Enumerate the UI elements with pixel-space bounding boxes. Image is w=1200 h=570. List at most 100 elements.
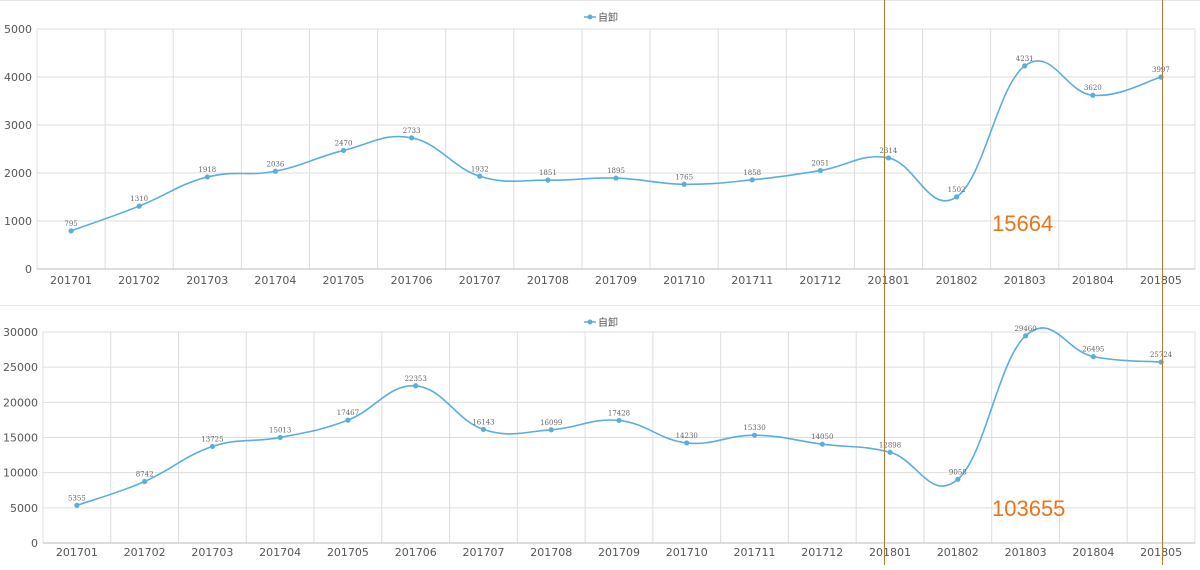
- y-tick-label: 5000: [4, 23, 32, 36]
- data-point: [749, 177, 755, 183]
- data-point: [272, 168, 279, 174]
- data-label: 16099: [540, 419, 562, 427]
- x-tick-label: 201708: [530, 546, 572, 559]
- data-point: [204, 174, 210, 180]
- data-point: [409, 135, 415, 141]
- data-point: [413, 383, 419, 389]
- data-point: [613, 175, 619, 181]
- data-point: [819, 441, 825, 447]
- data-label: 22353: [405, 375, 427, 383]
- y-tick-label: 2000: [4, 167, 32, 180]
- data-point: [545, 177, 551, 183]
- chart-top: 0 1000 2000 3000 4000 5000 201701 201702 201703 2…: [0, 0, 1200, 287]
- data-label: 29460: [1014, 325, 1036, 333]
- data-point: [477, 173, 483, 179]
- y-tick-label: 3000: [4, 119, 32, 132]
- x-tick-label: 201802: [937, 546, 979, 559]
- x-tick-label: 201701: [50, 274, 92, 287]
- data-label: 1502: [948, 186, 966, 194]
- data-point: [616, 417, 622, 424]
- data-label: 15013: [269, 426, 291, 434]
- x-tick-label: 201703: [191, 546, 233, 559]
- data-point: [345, 417, 351, 423]
- x-tick-label: 201702: [124, 546, 166, 559]
- data-label: 2733: [403, 127, 421, 135]
- data-label: 16143: [472, 418, 494, 426]
- x-tick-label: 201706: [391, 274, 433, 287]
- x-tick-label: 201712: [801, 546, 843, 559]
- x-tick-label: 201803: [1004, 274, 1046, 287]
- data-label: 5355: [68, 494, 86, 502]
- data-label: 1918: [198, 166, 216, 174]
- x-tick-label: 201712: [799, 274, 841, 287]
- data-label: 8742: [136, 471, 154, 479]
- chart-top-svg: 0 1000 2000 3000 4000 5000 201701 201702 201703 2…: [4, 11, 1196, 287]
- data-label: 4231: [1016, 55, 1034, 63]
- data-label: 3997: [1152, 66, 1170, 74]
- data-point: [1022, 63, 1028, 69]
- x-tick-label: 201803: [1005, 546, 1047, 559]
- x-tick-label: 201801: [867, 274, 909, 287]
- data-point: [681, 181, 687, 187]
- data-point: [548, 427, 554, 433]
- x-tick-label: 201706: [395, 546, 437, 559]
- data-label: 2470: [335, 139, 353, 147]
- y-tick-label: 25000: [3, 361, 38, 374]
- data-point: [277, 434, 283, 441]
- y-tick-label: 5000: [10, 502, 38, 515]
- x-tick-label: 201702: [118, 274, 160, 287]
- x-tick-label: 201704: [254, 274, 296, 287]
- x-tick-label: 201804: [1072, 274, 1114, 287]
- marker-line-201805: [1162, 0, 1163, 565]
- x-tick-label: 201801: [869, 546, 911, 559]
- y-tick-label: 4000: [4, 71, 32, 84]
- series-line: [76, 327, 1162, 507]
- data-point: [885, 155, 892, 161]
- legend-marker: [587, 319, 593, 325]
- legend-label: 自卸: [598, 316, 618, 329]
- data-label: 14050: [811, 433, 833, 441]
- x-tick-label: 201805: [1140, 546, 1182, 559]
- x-tick-label: 201705: [323, 274, 365, 287]
- x-tick-label: 201805: [1140, 274, 1182, 287]
- data-point: [340, 147, 347, 154]
- x-tick-label: 201707: [459, 274, 501, 287]
- legend-marker: [587, 14, 593, 20]
- data-label: 1932: [471, 165, 489, 173]
- chart-bottom: 0 5000 10000 15000 20000 25000 30000 201701 2017…: [0, 305, 1200, 565]
- data-point: [955, 476, 961, 482]
- data-label: 26495: [1082, 346, 1104, 354]
- x-tick-label: 201701: [56, 546, 98, 559]
- x-tick-label: 201709: [598, 546, 640, 559]
- data-point: [142, 478, 148, 485]
- data-label: 14230: [676, 432, 698, 440]
- data-point: [480, 426, 487, 433]
- legend-label: 自卸: [598, 11, 618, 24]
- x-tick-label: 201709: [595, 274, 637, 287]
- data-label: 2036: [266, 160, 284, 168]
- data-label: 3620: [1084, 84, 1102, 92]
- data-point: [209, 443, 216, 450]
- data-label: 2051: [811, 160, 829, 168]
- x-tick-label: 201804: [1072, 546, 1114, 559]
- x-tick-label: 201802: [936, 274, 978, 287]
- data-point: [751, 432, 758, 438]
- data-label: 9058: [949, 468, 967, 476]
- x-tick-label: 201711: [734, 546, 776, 559]
- data-label: 25724: [1150, 351, 1173, 359]
- y-tick-label: 30000: [3, 326, 38, 339]
- data-label: 13725: [201, 435, 223, 443]
- x-tick-label: 201707: [462, 546, 504, 559]
- data-label: 795: [64, 220, 77, 228]
- data-label: 1895: [607, 167, 625, 175]
- data-label: 1851: [539, 169, 557, 177]
- data-point: [136, 203, 142, 209]
- data-label: 17428: [608, 409, 630, 417]
- chart-separator: [0, 293, 1200, 305]
- data-label: 15330: [743, 424, 765, 432]
- y-tick-label: 15000: [3, 432, 38, 445]
- x-tick-label: 201710: [666, 546, 708, 559]
- data-label: 1858: [743, 169, 761, 177]
- data-point: [684, 440, 690, 446]
- series-line: [70, 60, 1162, 232]
